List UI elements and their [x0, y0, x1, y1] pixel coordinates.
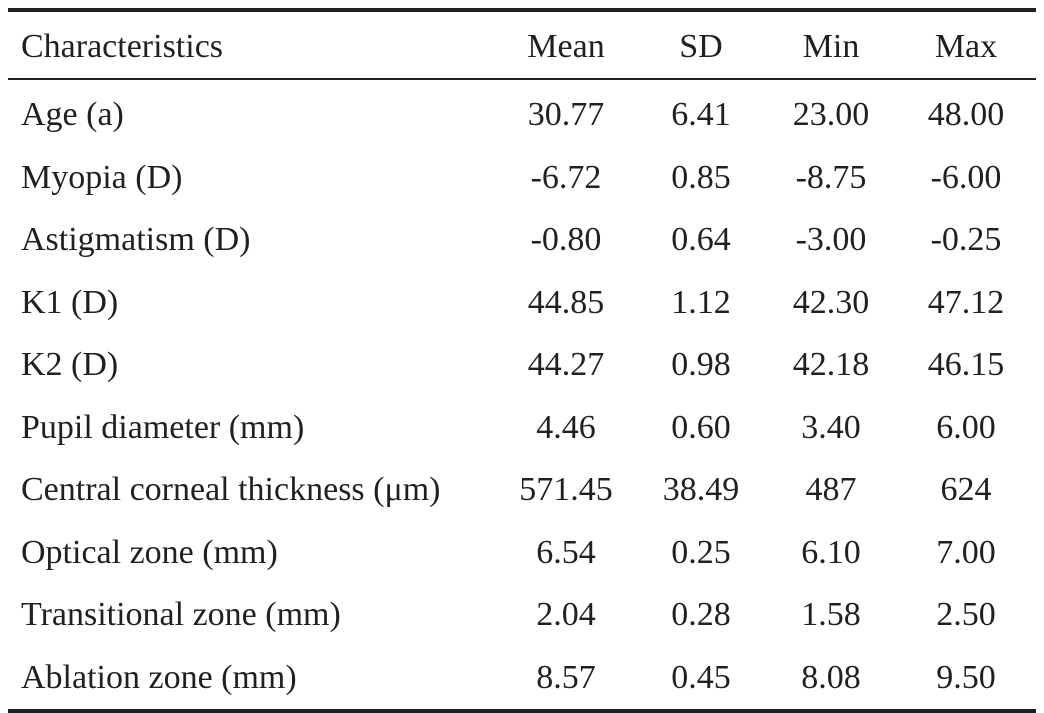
header-mean: Mean: [527, 28, 605, 65]
cell-max: 2.50: [936, 596, 996, 634]
cell-max: 46.15: [927, 346, 1005, 384]
cell-min: 1.58: [801, 596, 861, 634]
header-max: Max: [934, 28, 998, 65]
table-row: Central corneal thickness (μm) 571.45 38…: [8, 459, 1036, 522]
table-row: Myopia (D) -6.72 0.85 -8.75 -6.00: [8, 147, 1036, 210]
cell-max: 6.00: [936, 408, 996, 446]
cell-min: 6.10: [801, 533, 861, 571]
cell-min: -3.00: [795, 221, 867, 259]
table-row: Ablation zone (mm) 8.57 0.45 8.08 9.50: [8, 647, 1036, 711]
cell-mean: -0.80: [530, 221, 602, 259]
cell-max: 624: [940, 471, 992, 509]
table-row: K1 (D) 44.85 1.12 42.30 47.12: [8, 272, 1036, 335]
row-label: K1 (D): [21, 283, 119, 321]
table-row: Age (a) 30.77 6.41 23.00 48.00: [8, 79, 1036, 147]
cell-max: -0.25: [930, 221, 1002, 259]
cell-min: 8.08: [801, 658, 861, 696]
table-header: Characteristics Mean SD Min Max: [8, 10, 1036, 79]
cell-mean: 571.45: [519, 471, 613, 509]
header-row: Characteristics Mean SD Min Max: [8, 10, 1036, 79]
cell-min: 3.40: [801, 408, 861, 446]
cell-sd: 0.60: [671, 408, 731, 446]
cell-max: 9.50: [936, 658, 996, 696]
cell-mean: 30.77: [527, 96, 605, 134]
table-row: Transitional zone (mm) 2.04 0.28 1.58 2.…: [8, 584, 1036, 647]
cell-max: -6.00: [930, 158, 1002, 196]
cell-min: -8.75: [795, 158, 867, 196]
cell-min: 23.00: [792, 96, 870, 134]
cell-min: 487: [805, 471, 857, 509]
cell-mean: -6.72: [530, 158, 602, 196]
table-row: K2 (D) 44.27 0.98 42.18 46.15: [8, 334, 1036, 397]
cell-min: 42.30: [792, 283, 870, 321]
table-row: Optical zone (mm) 6.54 0.25 6.10 7.00: [8, 522, 1036, 585]
cell-sd: 6.41: [671, 96, 731, 134]
row-label: Optical zone (mm): [21, 533, 278, 571]
cell-sd: 0.45: [671, 658, 731, 696]
cell-max: 48.00: [927, 96, 1005, 134]
cell-mean: 6.54: [536, 533, 596, 571]
table-row: Pupil diameter (mm) 4.46 0.60 3.40 6.00: [8, 397, 1036, 460]
row-label: K2 (D): [21, 346, 119, 384]
row-label: Pupil diameter (mm): [21, 408, 305, 446]
row-label: Transitional zone (mm): [21, 596, 341, 634]
header-sd: SD: [679, 28, 723, 65]
cell-sd: 1.12: [671, 283, 731, 321]
row-label: Age (a): [21, 96, 124, 134]
row-label: Myopia (D): [21, 158, 183, 196]
cell-sd: 0.28: [671, 596, 731, 634]
row-label: Ablation zone (mm): [21, 658, 297, 696]
cell-sd: 0.85: [671, 158, 731, 196]
cell-max: 7.00: [936, 533, 996, 571]
cell-sd: 0.64: [671, 221, 731, 259]
row-label: Astigmatism (D): [21, 221, 251, 259]
header-characteristics: Characteristics: [21, 28, 224, 65]
cell-mean: 2.04: [536, 596, 596, 634]
cell-sd: 0.25: [671, 533, 731, 571]
cell-mean: 44.85: [527, 283, 605, 321]
cell-mean: 44.27: [527, 346, 605, 384]
cell-min: 42.18: [792, 346, 870, 384]
table-body: Age (a) 30.77 6.41 23.00 48.00 Myopia (D…: [8, 79, 1036, 711]
cell-sd: 0.98: [671, 346, 731, 384]
header-min: Min: [802, 28, 860, 65]
cell-mean: 8.57: [536, 658, 596, 696]
table-row: Astigmatism (D) -0.80 0.64 -3.00 -0.25: [8, 209, 1036, 272]
characteristics-table-container: Characteristics Mean SD Min Max Age (a) …: [8, 8, 1036, 713]
characteristics-table: Characteristics Mean SD Min Max Age (a) …: [8, 8, 1036, 713]
cell-max: 47.12: [927, 283, 1005, 321]
cell-mean: 4.46: [536, 408, 596, 446]
row-label: Central corneal thickness (μm): [21, 471, 441, 509]
cell-sd: 38.49: [662, 471, 740, 509]
